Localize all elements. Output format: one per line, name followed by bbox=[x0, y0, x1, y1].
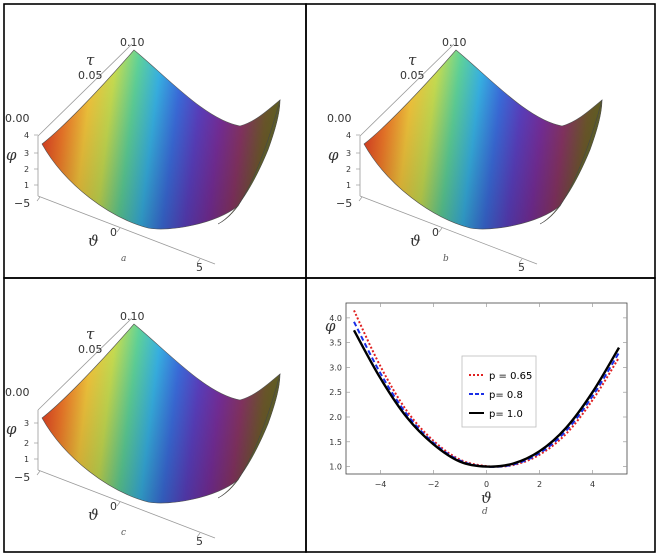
surface-side-edge bbox=[217, 373, 281, 499]
legend-label-1: p = 0.65 bbox=[489, 371, 532, 382]
theta-tick-label: −5 bbox=[14, 197, 30, 210]
tau-tick-label: 0.00 bbox=[5, 112, 30, 125]
theta-tick-label: −5 bbox=[336, 197, 352, 210]
tau-axis-title: τ bbox=[86, 51, 95, 69]
tau-tick-label: 0.00 bbox=[327, 112, 352, 125]
tau-axis-title: τ bbox=[408, 51, 417, 69]
legend: p = 0.65 p= 0.8 p= 1.0 bbox=[461, 355, 537, 428]
theta-tick bbox=[358, 196, 363, 202]
tau-tick-label: 0.05 bbox=[78, 69, 103, 82]
x-tick-label: −4 bbox=[375, 480, 387, 489]
phi-axis-title: φ bbox=[6, 146, 17, 164]
x-ticks: −4 −2 0 2 4 bbox=[375, 303, 595, 489]
phi-tick-label: 3 bbox=[346, 149, 351, 158]
theta-tick bbox=[116, 501, 121, 507]
y-tick-label: 4.0 bbox=[329, 314, 342, 323]
phi-tick-label: 1 bbox=[24, 181, 29, 190]
x-tick-label: −2 bbox=[428, 480, 440, 489]
legend-box bbox=[461, 355, 537, 428]
phi-tick-label: 2 bbox=[24, 439, 29, 448]
tau-axis-line bbox=[37, 43, 133, 137]
series-lines bbox=[352, 309, 621, 468]
tau-tick-label: 0.10 bbox=[120, 310, 145, 323]
y-tick-label: 2.0 bbox=[329, 413, 342, 422]
series-line-2 bbox=[353, 321, 620, 468]
panel-d: −4 −2 0 2 4 1.0 1.5 2.0 2.5 3.0 3.5 4.0 φ ϑ d p = … bbox=[325, 302, 628, 517]
phi-tick-label: 3 bbox=[24, 419, 29, 428]
y-ticks: 1.0 1.5 2.0 2.5 3.0 3.5 4.0 bbox=[329, 314, 627, 472]
surface-shading bbox=[42, 324, 280, 504]
panel-d-frame bbox=[305, 277, 656, 553]
theta-tick-label: 0 bbox=[110, 226, 117, 239]
phi-axis-title: φ bbox=[328, 146, 339, 164]
surface-side-edge bbox=[217, 99, 281, 225]
theta-tick-label: 5 bbox=[518, 261, 525, 274]
tau-axis-line bbox=[359, 43, 455, 137]
panel-b: 0.00 0.05 0.10 τ 1 2 3 4φ −5 0 5 ϑ b bbox=[327, 36, 603, 274]
y-tick-label: 3.5 bbox=[329, 339, 342, 348]
theta-tick bbox=[518, 258, 523, 264]
panel-d-sub-label: d bbox=[482, 507, 488, 517]
legend-label-2: p= 0.8 bbox=[489, 390, 523, 401]
theta-tick bbox=[36, 470, 41, 476]
surface-shading bbox=[42, 50, 280, 230]
phi-tick-label: 2 bbox=[346, 165, 351, 174]
theta-axis-title: ϑ bbox=[88, 506, 99, 524]
y-tick-label: 3.0 bbox=[329, 363, 342, 372]
legend-label-3: p= 1.0 bbox=[489, 409, 523, 420]
tau-tick-label: 0.10 bbox=[120, 36, 145, 49]
tau-tick-label: 0.05 bbox=[400, 69, 425, 82]
tau-tick-label: 0.00 bbox=[5, 386, 30, 399]
x-tick-label: 4 bbox=[590, 480, 595, 489]
phi-tick-label: 1 bbox=[24, 455, 29, 464]
panel-sub-label: b bbox=[443, 254, 449, 264]
theta-axis-title: ϑ bbox=[410, 232, 421, 250]
theta-axis-line bbox=[37, 195, 216, 265]
phi-tick-label: 4 bbox=[24, 131, 29, 140]
x-tick-label: 2 bbox=[537, 480, 542, 489]
phi-tick-label: 1 bbox=[346, 181, 351, 190]
theta-tick bbox=[196, 258, 201, 264]
surface-side-edge bbox=[539, 99, 603, 225]
panel-c: 0.00 0.05 0.10 τ 1 2 3φ −5 0 5 ϑ c bbox=[5, 310, 281, 548]
theta-axis-line bbox=[37, 469, 216, 539]
theta-axis-line bbox=[359, 195, 538, 265]
phi-tick-label: 4 bbox=[346, 131, 351, 140]
surface-shading bbox=[364, 50, 602, 230]
theta-tick bbox=[438, 227, 443, 233]
x-axis-title: ϑ bbox=[481, 489, 492, 507]
phi-tick-label: 2 bbox=[24, 165, 29, 174]
tau-tick-label: 0.10 bbox=[442, 36, 467, 49]
theta-tick-label: 0 bbox=[110, 500, 117, 513]
y-tick-label: 2.5 bbox=[329, 388, 342, 397]
theta-tick bbox=[196, 532, 201, 538]
y-tick-label: 1.5 bbox=[329, 438, 342, 447]
tau-tick-label: 0.05 bbox=[78, 343, 103, 356]
theta-tick bbox=[36, 196, 41, 202]
theta-tick-label: 0 bbox=[432, 226, 439, 239]
theta-tick bbox=[116, 227, 121, 233]
theta-axis-title: ϑ bbox=[88, 232, 99, 250]
theta-tick-label: 5 bbox=[196, 261, 203, 274]
phi-axis-title: φ bbox=[6, 420, 17, 438]
tau-axis-line bbox=[37, 317, 133, 411]
tau-axis-title: τ bbox=[86, 325, 95, 343]
series-line-3 bbox=[352, 329, 621, 468]
panel-sub-label: a bbox=[121, 254, 126, 264]
theta-tick-label: −5 bbox=[14, 471, 30, 484]
theta-tick-label: 5 bbox=[196, 535, 203, 548]
y-axis-title: φ bbox=[325, 317, 336, 335]
y-tick-label: 1.0 bbox=[329, 463, 342, 472]
panel-a: 0.00 0.05 0.10 τ 1 2 3 4φ −5 0 5 ϑ a bbox=[5, 36, 281, 274]
panel-sub-label: c bbox=[121, 528, 126, 538]
x-tick-label: 0 bbox=[484, 480, 489, 489]
phi-tick-label: 3 bbox=[24, 149, 29, 158]
